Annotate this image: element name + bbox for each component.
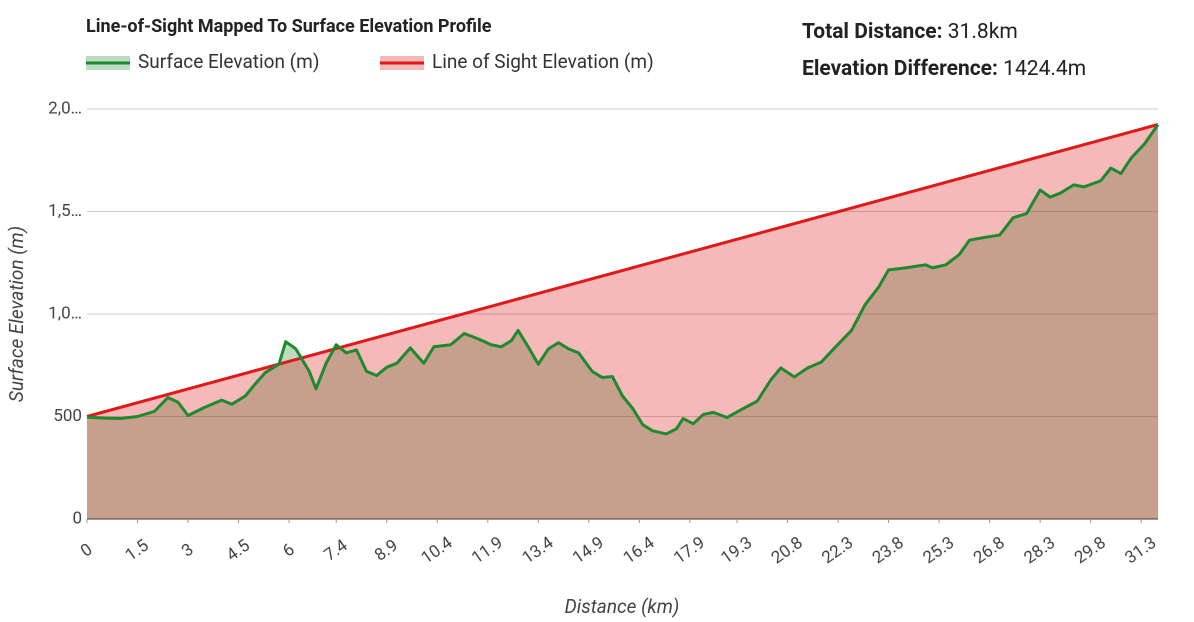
x-tick-label: 26.8 xyxy=(970,533,1009,568)
x-axis-title: Distance (km) xyxy=(565,595,680,618)
x-tick-label: 6 xyxy=(279,540,298,562)
x-tick-label: 19.3 xyxy=(717,533,756,568)
y-tick-label: 1,0… xyxy=(48,303,82,323)
summary-value: 31.8km xyxy=(948,20,1018,44)
x-tick-label: 14.9 xyxy=(569,533,608,568)
x-tick-label: 22.3 xyxy=(818,533,857,568)
y-tick-label: 500 xyxy=(53,406,82,426)
x-tick-label: 11.9 xyxy=(468,533,507,568)
y-tick-label: 0 xyxy=(72,508,82,528)
x-tick-label: 1.5 xyxy=(122,536,153,566)
x-tick-label: 10.4 xyxy=(418,533,457,569)
x-tick-label: 20.8 xyxy=(768,533,807,568)
summary-distance: Total Distance: 31.8km xyxy=(802,20,1018,44)
line xyxy=(86,123,1160,436)
x-tick-label: 4.5 xyxy=(223,536,254,566)
y-tick-label: 2,0… xyxy=(48,98,82,118)
x-tick-label: 7.4 xyxy=(321,535,352,565)
legend-label: Line of Sight Elevation (m) xyxy=(432,50,654,73)
y-tick-label: 1,5… xyxy=(48,201,82,221)
x-tick-label: 31.3 xyxy=(1122,533,1161,568)
summary-label: Elevation Difference: xyxy=(802,57,998,81)
x-tick-label: 3 xyxy=(178,540,197,562)
area xyxy=(87,124,1158,520)
x-tick-label: 17.9 xyxy=(670,533,709,568)
x-tick-label: 0 xyxy=(77,540,96,562)
x-tick-label: 28.3 xyxy=(1021,533,1060,568)
x-tick-label: 13.4 xyxy=(519,533,558,569)
x-tick-label: 16.4 xyxy=(620,533,659,569)
legend-label: Surface Elevation (m) xyxy=(138,50,319,73)
x-tick-label: 25.3 xyxy=(919,533,958,568)
summary-elevation: Elevation Difference: 1424.4m xyxy=(802,57,1086,81)
x-tick-label: 23.8 xyxy=(869,533,908,568)
x-tick-label: 29.8 xyxy=(1071,533,1110,568)
summary-label: Total Distance: xyxy=(802,20,943,44)
line xyxy=(86,123,1159,418)
summary-value: 1424.4m xyxy=(1003,57,1086,81)
y-axis-title: Surface Elevation (m) xyxy=(5,226,28,402)
chart-title: Line-of-Sight Mapped To Surface Elevatio… xyxy=(86,16,492,37)
area xyxy=(87,124,1158,519)
x-tick-label: 8.9 xyxy=(371,536,402,566)
